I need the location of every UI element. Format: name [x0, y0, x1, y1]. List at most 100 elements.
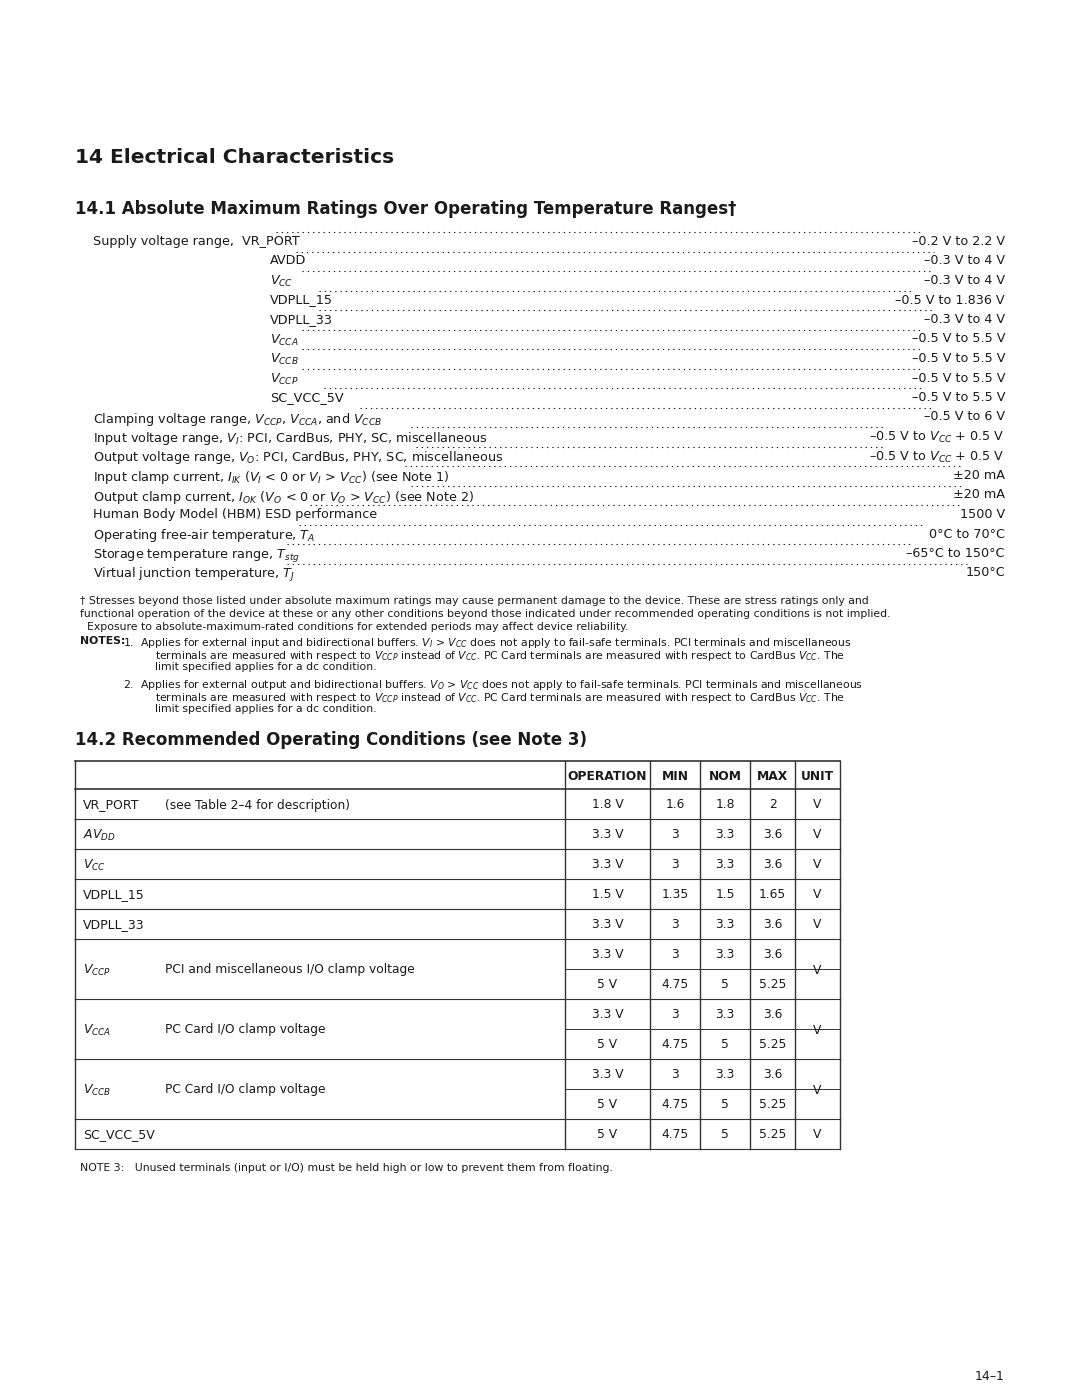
Text: 1.6: 1.6: [665, 799, 685, 812]
Text: Exposure to absolute-maximum-rated conditions for extended periods may affect de: Exposure to absolute-maximum-rated condi…: [80, 622, 629, 631]
Text: 3: 3: [671, 1009, 679, 1021]
Text: ±20 mA: ±20 mA: [953, 469, 1005, 482]
Text: 5.25: 5.25: [759, 1129, 786, 1141]
Text: –0.5 V to 6 V: –0.5 V to 6 V: [923, 411, 1005, 423]
Text: 5.25: 5.25: [759, 1038, 786, 1052]
Text: –0.5 V to 5.5 V: –0.5 V to 5.5 V: [912, 372, 1005, 384]
Text: 14.2 Recommended Operating Conditions (see Note 3): 14.2 Recommended Operating Conditions (s…: [75, 731, 588, 749]
Text: 4.75: 4.75: [661, 978, 689, 992]
Text: $V_{CCB}$: $V_{CCB}$: [270, 352, 299, 367]
Text: 3.3: 3.3: [715, 1069, 734, 1081]
Text: V: V: [813, 964, 822, 977]
Text: 3.3: 3.3: [715, 859, 734, 872]
Text: 1.5: 1.5: [715, 888, 734, 901]
Text: Output voltage range, $V_O$: PCI, CardBus, PHY, SC, miscellaneous: Output voltage range, $V_O$: PCI, CardBu…: [93, 450, 503, 467]
Text: $V_{CCB}$: $V_{CCB}$: [83, 1083, 111, 1098]
Text: 5 V: 5 V: [597, 978, 618, 992]
Text: 2.  Applies for external output and bidirectional buffers. $V_O$ > $V_{CC}$ does: 2. Applies for external output and bidir…: [123, 678, 863, 692]
Text: PCI and miscellaneous I/O clamp voltage: PCI and miscellaneous I/O clamp voltage: [165, 964, 415, 977]
Text: –0.3 V to 4 V: –0.3 V to 4 V: [923, 274, 1005, 286]
Text: 3.3 V: 3.3 V: [592, 949, 623, 961]
Text: $V_{CCP}$: $V_{CCP}$: [270, 372, 298, 387]
Text: –0.5 V to $V_{CC}$ + 0.5 V: –0.5 V to $V_{CC}$ + 0.5 V: [869, 450, 1005, 465]
Text: VDPLL_33: VDPLL_33: [270, 313, 333, 326]
Text: –65°C to 150°C: –65°C to 150°C: [906, 548, 1005, 560]
Text: 5.25: 5.25: [759, 1098, 786, 1112]
Text: $V_{CC}$: $V_{CC}$: [83, 858, 106, 873]
Text: UNIT: UNIT: [801, 770, 834, 782]
Text: 1.35: 1.35: [661, 888, 689, 901]
Text: limit specified applies for a dc condition.: limit specified applies for a dc conditi…: [156, 704, 377, 714]
Text: $V_{CC}$: $V_{CC}$: [270, 274, 293, 289]
Text: 3.3: 3.3: [715, 1009, 734, 1021]
Text: 1500 V: 1500 V: [960, 509, 1005, 521]
Text: $V_{CCP}$: $V_{CCP}$: [83, 963, 111, 978]
Text: 3: 3: [671, 1069, 679, 1081]
Text: V: V: [813, 1129, 822, 1141]
Text: 3.3: 3.3: [715, 828, 734, 841]
Text: $V_{CCA}$: $V_{CCA}$: [83, 1023, 111, 1038]
Text: 3.3 V: 3.3 V: [592, 828, 623, 841]
Text: 5: 5: [721, 978, 729, 992]
Text: 14 Electrical Characteristics: 14 Electrical Characteristics: [75, 148, 394, 168]
Text: 1.8: 1.8: [715, 799, 734, 812]
Text: –0.5 V to 5.5 V: –0.5 V to 5.5 V: [912, 352, 1005, 365]
Text: VDPLL_15: VDPLL_15: [83, 888, 145, 901]
Text: V: V: [813, 799, 822, 812]
Text: MIN: MIN: [661, 770, 689, 782]
Text: $V_{CCA}$: $V_{CCA}$: [270, 332, 299, 348]
Text: V: V: [813, 1084, 822, 1097]
Text: 5 V: 5 V: [597, 1129, 618, 1141]
Text: 3.3 V: 3.3 V: [592, 1009, 623, 1021]
Text: terminals are measured with respect to $V_{CCP}$ instead of $V_{CC}$. PC Card te: terminals are measured with respect to $…: [156, 692, 846, 705]
Text: Output clamp current, $I_{OK}$ ($V_O$ < 0 or $V_O$ > $V_{CC}$) (see Note 2): Output clamp current, $I_{OK}$ ($V_O$ < …: [93, 489, 474, 506]
Text: Clamping voltage range, $V_{CCP}$, $V_{CCA}$, and $V_{CCB}$: Clamping voltage range, $V_{CCP}$, $V_{C…: [93, 411, 382, 427]
Text: 5 V: 5 V: [597, 1038, 618, 1052]
Text: V: V: [813, 1024, 822, 1037]
Text: –0.5 V to 5.5 V: –0.5 V to 5.5 V: [912, 391, 1005, 404]
Text: 1.5 V: 1.5 V: [592, 888, 623, 901]
Text: 3.6: 3.6: [762, 918, 782, 932]
Text: V: V: [813, 918, 822, 932]
Text: –0.5 V to $V_{CC}$ + 0.5 V: –0.5 V to $V_{CC}$ + 0.5 V: [869, 430, 1005, 446]
Text: –0.2 V to 2.2 V: –0.2 V to 2.2 V: [912, 235, 1005, 249]
Text: Supply voltage range,  VR_PORT: Supply voltage range, VR_PORT: [93, 235, 300, 249]
Text: limit specified applies for a dc condition.: limit specified applies for a dc conditi…: [156, 662, 377, 672]
Text: 5: 5: [721, 1129, 729, 1141]
Text: 5.25: 5.25: [759, 978, 786, 992]
Text: VDPLL_33: VDPLL_33: [83, 918, 145, 932]
Text: AVDD: AVDD: [270, 254, 307, 267]
Text: 3.3 V: 3.3 V: [592, 859, 623, 872]
Text: 4.75: 4.75: [661, 1038, 689, 1052]
Text: 3.6: 3.6: [762, 828, 782, 841]
Text: Input voltage range, $V_I$: PCI, CardBus, PHY, SC, miscellaneous: Input voltage range, $V_I$: PCI, CardBus…: [93, 430, 487, 447]
Text: 14.1 Absolute Maximum Ratings Over Operating Temperature Ranges†: 14.1 Absolute Maximum Ratings Over Opera…: [75, 200, 737, 218]
Text: 3.6: 3.6: [762, 1009, 782, 1021]
Text: PC Card I/O clamp voltage: PC Card I/O clamp voltage: [165, 1084, 325, 1097]
Text: 3.6: 3.6: [762, 859, 782, 872]
Text: VDPLL_15: VDPLL_15: [270, 293, 333, 306]
Text: 1.8 V: 1.8 V: [592, 799, 623, 812]
Text: 5: 5: [721, 1038, 729, 1052]
Text: NOTE 3:   Unused terminals (input or I/O) must be held high or low to prevent th: NOTE 3: Unused terminals (input or I/O) …: [80, 1162, 612, 1173]
Text: –0.3 V to 4 V: –0.3 V to 4 V: [923, 313, 1005, 326]
Text: VR_PORT: VR_PORT: [83, 799, 139, 812]
Text: terminals are measured with respect to $V_{CCP}$ instead of $V_{CC}$. PC Card te: terminals are measured with respect to $…: [156, 650, 846, 664]
Text: 3.3: 3.3: [715, 918, 734, 932]
Text: Storage temperature range, $T_{stg}$: Storage temperature range, $T_{stg}$: [93, 548, 300, 564]
Text: Operating free-air temperature, $T_A$: Operating free-air temperature, $T_A$: [93, 528, 315, 545]
Text: 3.6: 3.6: [762, 1069, 782, 1081]
Text: $AV_{DD}$: $AV_{DD}$: [83, 827, 116, 842]
Text: PC Card I/O clamp voltage: PC Card I/O clamp voltage: [165, 1024, 325, 1037]
Text: V: V: [813, 888, 822, 901]
Text: –0.5 V to 1.836 V: –0.5 V to 1.836 V: [895, 293, 1005, 306]
Text: 3.3: 3.3: [715, 949, 734, 961]
Text: functional operation of the device at these or any other conditions beyond those: functional operation of the device at th…: [80, 609, 891, 619]
Text: –0.3 V to 4 V: –0.3 V to 4 V: [923, 254, 1005, 267]
Text: 150°C: 150°C: [966, 567, 1005, 580]
Text: 3: 3: [671, 918, 679, 932]
Text: –0.5 V to 5.5 V: –0.5 V to 5.5 V: [912, 332, 1005, 345]
Text: ±20 mA: ±20 mA: [953, 489, 1005, 502]
Text: 3: 3: [671, 859, 679, 872]
Text: 5: 5: [721, 1098, 729, 1112]
